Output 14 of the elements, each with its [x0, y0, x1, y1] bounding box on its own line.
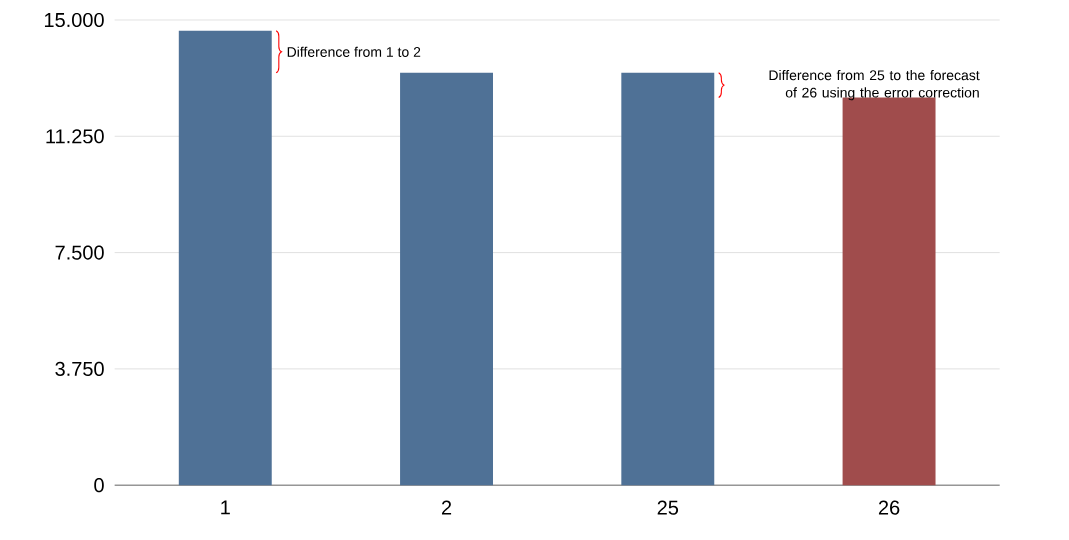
x-tick-label: 2 [441, 500, 452, 515]
bar [400, 72, 493, 486]
x-tick-label: 1 [221, 500, 230, 515]
bar [178, 30, 272, 486]
x-tick-label: 25 [657, 500, 679, 515]
annotation: Difference from 1 to 2 [287, 46, 421, 58]
bar [621, 72, 715, 486]
y-tick-label: 15.000 [44, 12, 104, 28]
y-tick-label: 3.750 [55, 361, 104, 377]
y-tick-label: 0 [94, 478, 104, 493]
x-tick-label: 26 [878, 500, 900, 515]
annotation: Difference from 25 to the forecast of 26 using the error correction [769, 70, 980, 101]
y-tick-label: 7.500 [55, 245, 104, 260]
y-tick-label: 11.250 [46, 129, 104, 144]
